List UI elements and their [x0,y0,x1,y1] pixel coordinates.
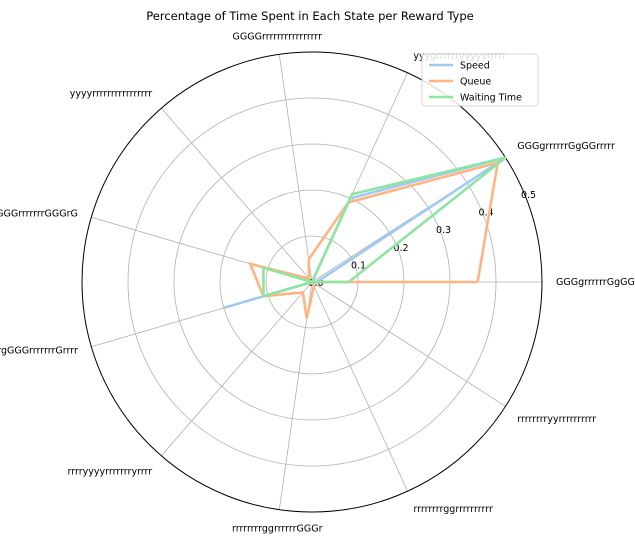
radial-tick-label: 0.5 [521,190,536,201]
category-label: GGGgrrrrrrGgGGrrrGG [556,277,635,288]
series-line-queue [248,160,500,319]
category-label: rrrrrrrrggrrrrrrrrrr [413,504,493,515]
series-layer [223,156,507,319]
category-label: rrrrrrrrggrrrrrrGGGr [232,524,323,535]
polar-grid: 0.0 0.1 0.2 0.3 0.4 0.5 [81,51,543,513]
grid-spoke [278,54,313,283]
radial-tick-label: 0.2 [393,243,408,254]
polar-frame [81,51,543,513]
grid-spoke [278,281,313,510]
grid-spoke [161,107,313,283]
radial-tick-label: 0.4 [478,208,493,219]
category-label: rrrrrrrryyrrrrrrrrrr [517,414,596,425]
radial-tick-label: 0.1 [351,260,366,271]
legend: Speed Queue Waiting Time [421,53,539,107]
grid-spoke [161,281,313,457]
legend-box [421,53,539,107]
series-line-waiting-time [262,156,507,298]
legend-entry: Waiting Time [460,93,522,104]
radial-tick-label: 0.0 [308,278,323,289]
category-label: yyyyrrrrrrrrrrrrrrrr [70,89,153,100]
category-label: rrrryyyyrrrrrrryrrrr [68,466,153,477]
grid-spoke [311,281,506,407]
category-label: rrrrgGGGrrrrrrrGGGrG [0,208,78,219]
radial-tick-label: 0.3 [436,225,451,236]
legend-entry: Queue [460,77,491,88]
category-label: rrrrgGGGrrrrrrrGrrrr [0,346,78,357]
legend-entry: Speed [460,61,490,72]
category-label: GGGgrrrrrrGgGGrrrrr [517,141,615,152]
grid-spoke [311,281,408,492]
chart-title: Percentage of Time Spent in Each State p… [146,9,474,23]
category-label: GGGGrrrrrrrrrrrrrrrr [233,31,323,42]
